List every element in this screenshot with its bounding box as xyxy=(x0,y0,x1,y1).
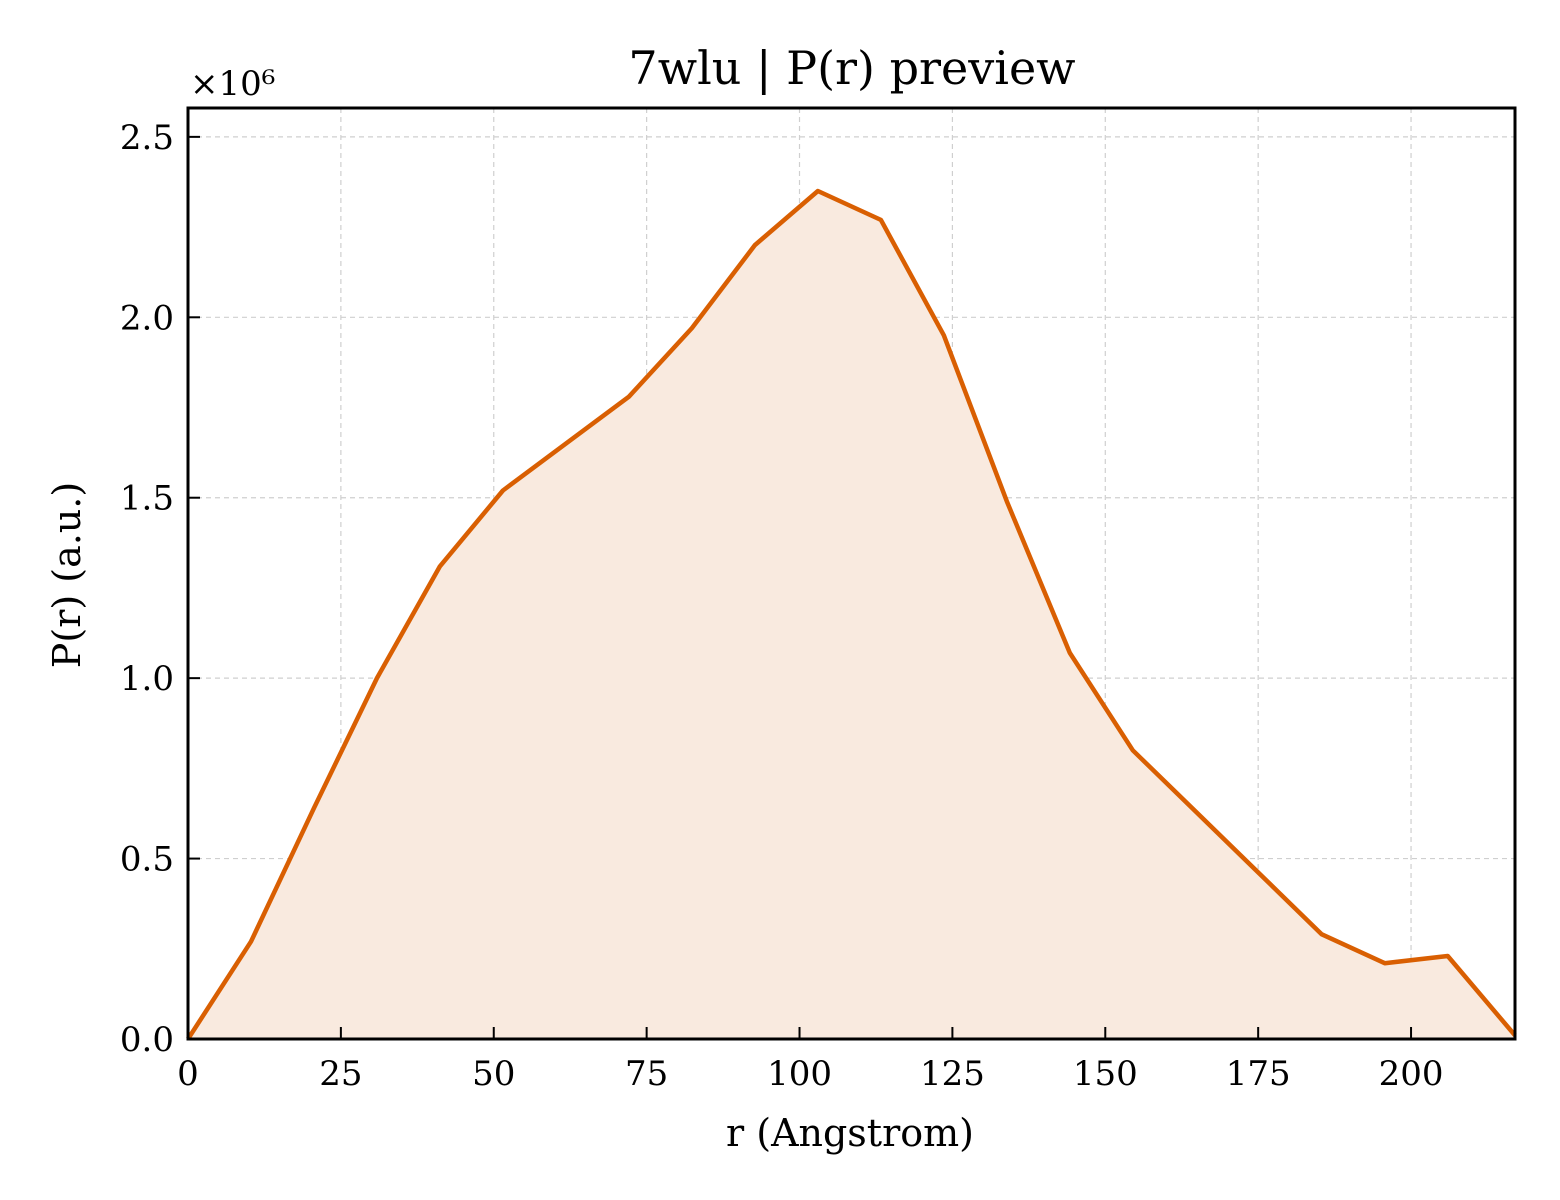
chart-title: 7wlu | P(r) preview xyxy=(628,41,1075,95)
y-tick-label: 0.5 xyxy=(120,840,174,880)
x-tick-label: 25 xyxy=(319,1054,362,1094)
y-tick-label: 1.5 xyxy=(120,479,174,519)
x-tick-label: 100 xyxy=(767,1054,832,1094)
pr-series-line xyxy=(186,188,1517,1041)
y-axis-multiplier: ×10⁶ xyxy=(190,64,275,104)
x-tick-label: 150 xyxy=(1073,1054,1138,1094)
x-tick-label: 125 xyxy=(920,1054,985,1094)
plot-frame xyxy=(186,106,1517,1041)
x-axis-label: r (Angstrom) xyxy=(726,1111,974,1155)
y-tick-label: 0.0 xyxy=(120,1020,174,1060)
x-tick-label: 200 xyxy=(1379,1054,1444,1094)
x-tick-label: 50 xyxy=(472,1054,515,1094)
axis-ticks: 0 25 50 75 100 125 150 175 200 0.0 0.5 1.0 1.5 2.0 2.5 xyxy=(120,118,1444,1094)
x-tick-label: 0 xyxy=(177,1054,199,1094)
y-tick-label: 1.0 xyxy=(120,659,174,699)
x-tick-label: 175 xyxy=(1226,1054,1291,1094)
pr-area-fill xyxy=(188,191,1515,1039)
y-axis-label: P(r) (a.u.) xyxy=(45,482,89,668)
y-tick-label: 2.0 xyxy=(120,298,174,338)
x-tick-label: 75 xyxy=(625,1054,668,1094)
y-tick-label: 2.5 xyxy=(120,118,174,158)
